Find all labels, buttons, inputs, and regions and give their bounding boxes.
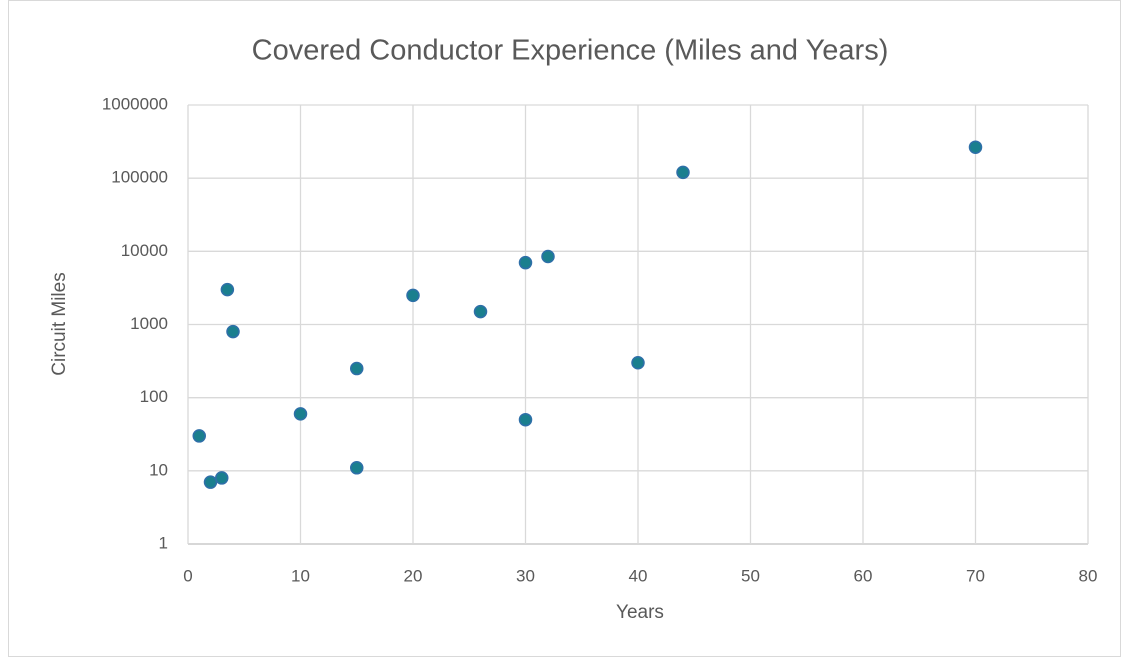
point xyxy=(350,461,364,475)
y-tick-label: 1000 xyxy=(130,314,168,333)
point xyxy=(406,288,420,303)
point xyxy=(631,356,645,370)
x-tick-label: 30 xyxy=(516,566,535,585)
point xyxy=(676,165,690,180)
chart-title: Covered Conductor Experience (Miles and … xyxy=(252,35,889,67)
y-tick-label: 10000 xyxy=(121,241,168,260)
chart-frame xyxy=(8,0,1121,657)
x-axis-title: Years xyxy=(616,602,664,623)
y-tick-label: 100 xyxy=(140,387,168,406)
y-tick-label: 10 xyxy=(149,460,168,479)
point xyxy=(215,471,229,485)
x-tick-label: 10 xyxy=(291,566,310,585)
point xyxy=(192,429,206,443)
point xyxy=(220,282,235,297)
point xyxy=(968,140,983,154)
point xyxy=(473,304,488,319)
x-tick-label: 40 xyxy=(629,566,648,585)
y-tick-label: 1 xyxy=(159,533,168,552)
point xyxy=(203,475,218,489)
x-tick-label: 20 xyxy=(404,566,423,585)
x-tick-label: 80 xyxy=(1079,566,1098,585)
point xyxy=(541,249,555,264)
y-tick-label: 100000 xyxy=(111,168,168,187)
x-tick-label: 60 xyxy=(854,566,873,585)
point xyxy=(350,361,364,376)
y-tick-label: 1000000 xyxy=(102,94,168,113)
x-tick-label: 50 xyxy=(741,566,760,585)
point xyxy=(226,324,240,339)
point xyxy=(518,255,533,270)
point xyxy=(293,407,308,421)
point xyxy=(518,412,533,427)
x-tick-label: 0 xyxy=(183,566,192,585)
y-axis-title: Circuit Miles xyxy=(49,272,70,375)
x-tick-label: 70 xyxy=(966,566,985,585)
